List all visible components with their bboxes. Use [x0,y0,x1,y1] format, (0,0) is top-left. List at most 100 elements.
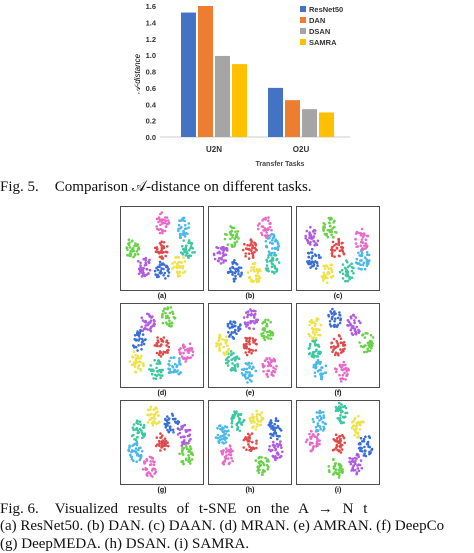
bar-chart: 0.0 0.2 0.4 0.6 0.8 1.0 1.2 1.4 1.6 U2N O2U 𝒜-dis… [130,0,370,168]
bar-dan-u2n [198,6,213,137]
tsne-cluster [261,357,278,378]
tsne-cluster [327,307,343,328]
bar-samra-u2n [232,64,247,137]
bar-chart-svg: 0.0 0.2 0.4 0.6 0.8 1.0 1.2 1.4 1.6 U2N O2U 𝒜-dis… [133,2,350,168]
tsne-cluster [226,259,243,283]
figure5-caption-label: Fig. 5. [0,179,39,195]
x-axis: U2N O2U [206,145,309,154]
tsne-scatter [120,400,204,485]
legend-swatch [300,17,306,23]
tsne-panel-label: (e) [245,390,255,397]
figure6-caption-line1: Fig. 6. Visualized results of t-SNE on th… [0,500,367,518]
tsne-cluster [241,238,258,260]
tsne-panel: (i) [296,400,380,496]
tsne-panel: (a) [120,206,204,302]
legend-label: DAN [309,16,325,25]
tsne-cluster [267,417,283,441]
tsne-cluster [242,308,260,331]
tsne-cluster [130,419,147,443]
tsne-panel: (h) [208,400,292,496]
tsne-cluster [141,455,158,478]
panel-frame [208,400,292,485]
bar-dsan-o2u [302,109,317,137]
tsne-cluster [354,250,371,271]
tsne-cluster [357,435,374,458]
tsne-cluster [180,239,196,260]
tsne-cluster [125,238,141,259]
tsne-cluster [163,412,181,434]
tsne-cluster [223,225,240,249]
tsne-panel: (d) [120,303,204,399]
tsne-cluster [212,245,229,265]
tsne-scatter [296,400,380,485]
tsne-scatter [208,206,292,291]
tsne-cluster [215,333,230,356]
tsne-panel-label: (b) [245,293,255,300]
tsne-panel-label: (i) [334,487,342,494]
tsne-cluster [242,336,258,357]
tsne-cluster [148,358,164,380]
tsne-cluster [304,429,321,453]
tsne-cluster [153,336,170,358]
y-tick-label: 1.4 [146,18,157,27]
tsne-cluster [322,216,338,239]
figure6-caption-label: Fig. 6. [0,501,39,517]
tsne-cluster [220,444,234,466]
bar-resnet50-u2n [181,12,196,137]
legend-swatch [300,6,306,12]
tsne-cluster [254,455,270,477]
tsne-cluster [153,260,171,280]
tsne-panel: (e) [208,303,292,399]
tsne-cluster [153,240,169,260]
tsne-cluster [346,313,362,336]
tsne-cluster [333,360,350,383]
tsne-panel-label: (d) [157,390,167,397]
tsne-scatter [296,206,380,291]
tsne-cluster [307,338,322,359]
tsne-cluster [177,342,195,363]
tsne-cluster [155,211,171,235]
tsne-panel-label: (c) [333,293,343,300]
tsne-scatter [120,303,204,388]
tsne-panel: (g) [120,400,204,496]
figure6-caption-line2: (a) ResNet50. (b) DAN. (c) DAAN. (d) MRA… [0,518,445,534]
tsne-cluster [348,452,364,476]
tsne-cluster [358,331,375,354]
tsne-cluster [264,253,281,275]
tsne-cluster [161,306,177,328]
tsne-cluster [248,409,265,431]
tsne-panel: (c) [296,206,380,302]
legend-swatch [300,39,306,45]
tsne-cluster [230,410,246,433]
tsne-cluster [329,334,347,357]
tsne-cluster [311,409,327,433]
tsne-cluster [167,356,182,376]
tsne-cluster [320,263,335,284]
tsne-cluster [331,433,346,454]
legend-swatch [300,28,306,34]
bar-resnet50-o2u [268,87,283,137]
tsne-cluster [307,317,323,341]
tsne-panel-label: (a) [157,293,167,300]
tsne-cluster [246,262,262,284]
figure5-caption: Fig. 5. Comparison 𝒜-distance on differen… [0,178,312,196]
legend: ResNet50 DAN DSAN SAMRA [300,5,343,47]
tsne-cluster [224,350,241,373]
x-axis-label: Transfer Tasks [256,161,305,168]
bar-dsan-u2n [215,55,230,137]
tsne-cluster [304,225,320,247]
tsne-cluster [176,423,192,447]
tsne-cluster [132,328,147,352]
tsne-cluster [128,350,145,374]
bar-samra-o2u [319,112,334,137]
tsne-cluster [327,457,344,479]
y-tick-label: 0.6 [146,84,156,93]
tsne-cluster [136,256,152,278]
tsne-cluster [306,247,322,270]
tsne-cluster [330,237,346,258]
tsne-cluster [338,259,355,283]
bars-group [181,6,334,137]
x-tick-label: O2U [293,145,310,154]
tsne-cluster [334,401,349,425]
y-tick-label: 0.8 [146,68,156,77]
